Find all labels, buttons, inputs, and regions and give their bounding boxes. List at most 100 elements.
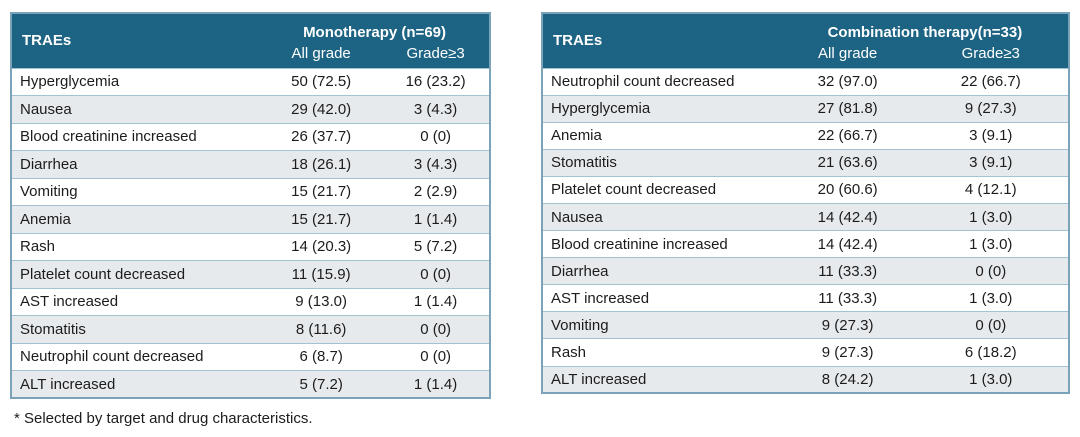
table-row: Neutrophil count decreased 32 (97.0) 22 … [542,67,1069,96]
monotherapy-table-body: Hyperglycemia 50 (72.5) 16 (23.2) Nausea… [11,67,490,398]
trae-label: Hyperglycemia [542,94,782,123]
monotherapy-table-header: TRAEs Monotherapy (n=69) All grade Grade… [11,13,490,68]
all-grade-value: 15 (21.7) [260,177,383,206]
grade-ge3-column-header: Grade≥3 [382,43,490,68]
trae-label: Platelet count decreased [542,175,782,204]
monotherapy-group-header: Monotherapy (n=69) [260,13,490,43]
trae-label: Stomatitis [11,315,261,343]
table-row: Stomatitis 8 (11.6) 0 (0) [11,315,490,343]
trae-label: Stomatitis [542,148,782,177]
grade-ge3-value: 3 (9.1) [913,148,1069,177]
traes-column-header: TRAEs [542,13,782,68]
grade-ge3-value: 1 (1.4) [382,205,490,233]
trae-label: Neutrophil count decreased [11,342,261,371]
grade-ge3-value: 4 (12.1) [913,175,1069,204]
all-grade-value: 9 (27.3) [781,311,914,339]
trae-label: Diarrhea [542,257,782,285]
trae-label: Diarrhea [11,150,261,178]
table-row: Diarrhea 18 (26.1) 3 (4.3) [11,150,490,178]
table-row: Hyperglycemia 50 (72.5) 16 (23.2) [11,67,490,96]
grade-ge3-value: 5 (7.2) [382,232,490,261]
monotherapy-table: TRAEs Monotherapy (n=69) All grade Grade… [10,12,491,399]
table-row: Stomatitis 21 (63.6) 3 (9.1) [542,148,1069,177]
all-grade-value: 14 (42.4) [781,230,914,258]
combination-therapy-table: TRAEs Combination therapy(n=33) All grad… [541,12,1070,395]
all-grade-value: 8 (11.6) [260,315,383,343]
all-grade-value: 14 (42.4) [781,202,914,231]
grade-ge3-value: 22 (66.7) [913,67,1069,96]
grade-ge3-value: 0 (0) [382,260,490,288]
traes-column-header: TRAEs [11,13,261,68]
grade-ge3-column-header: Grade≥3 [913,43,1069,68]
all-grade-value: 14 (20.3) [260,232,383,261]
all-grade-value: 22 (66.7) [781,121,914,150]
all-grade-value: 50 (72.5) [260,67,383,96]
table-row: Neutrophil count decreased 6 (8.7) 0 (0) [11,342,490,371]
trae-label: Anemia [542,121,782,150]
trae-label: Vomiting [11,177,261,206]
trae-label: Nausea [542,202,782,231]
all-grade-value: 6 (8.7) [260,342,383,371]
table-row: AST increased 11 (33.3) 1 (3.0) [542,284,1069,312]
all-grade-value: 20 (60.6) [781,175,914,204]
grade-ge3-value: 16 (23.2) [382,67,490,96]
trae-label: ALT increased [11,370,261,398]
all-grade-value: 11 (33.3) [781,257,914,285]
all-grade-value: 11 (33.3) [781,284,914,312]
table-row: Hyperglycemia 27 (81.8) 9 (27.3) [542,94,1069,123]
grade-ge3-value: 1 (3.0) [913,284,1069,312]
trae-label: Neutrophil count decreased [542,67,782,96]
grade-ge3-value: 1 (1.4) [382,287,490,316]
trae-label: AST increased [542,284,782,312]
trae-label: Platelet count decreased [11,260,261,288]
trae-label: Hyperglycemia [11,67,261,96]
combination-table-header: TRAEs Combination therapy(n=33) All grad… [542,13,1069,68]
table-row: Anemia 22 (66.7) 3 (9.1) [542,121,1069,150]
table-row: ALT increased 5 (7.2) 1 (1.4) [11,370,490,398]
table-row: Vomiting 9 (27.3) 0 (0) [542,311,1069,339]
table-row: AST increased 9 (13.0) 1 (1.4) [11,287,490,316]
table-row: Platelet count decreased 11 (15.9) 0 (0) [11,260,490,288]
all-grade-value: 11 (15.9) [260,260,383,288]
table-row: Nausea 29 (42.0) 3 (4.3) [11,95,490,123]
all-grade-value: 9 (13.0) [260,287,383,316]
grade-ge3-value: 3 (4.3) [382,95,490,123]
table-row: Rash 14 (20.3) 5 (7.2) [11,232,490,261]
trae-label: Anemia [11,205,261,233]
grade-ge3-value: 0 (0) [382,342,490,371]
trae-label: Rash [542,338,782,367]
trae-label: Blood creatinine increased [542,230,782,258]
table-row: Diarrhea 11 (33.3) 0 (0) [542,257,1069,285]
grade-ge3-value: 6 (18.2) [913,338,1069,367]
trae-label: ALT increased [542,365,782,394]
trae-label: Vomiting [542,311,782,339]
grade-ge3-value: 1 (3.0) [913,202,1069,231]
grade-ge3-value: 0 (0) [382,122,490,151]
grade-ge3-value: 1 (3.0) [913,230,1069,258]
all-grade-value: 5 (7.2) [260,370,383,398]
table-row: Blood creatinine increased 26 (37.7) 0 (… [11,122,490,151]
trae-label: Blood creatinine increased [11,122,261,151]
grade-ge3-value: 0 (0) [382,315,490,343]
all-grade-value: 21 (63.6) [781,148,914,177]
grade-ge3-value: 0 (0) [913,311,1069,339]
combination-group-header: Combination therapy(n=33) [781,13,1069,43]
table-row: Nausea 14 (42.4) 1 (3.0) [542,202,1069,231]
table-row: Blood creatinine increased 14 (42.4) 1 (… [542,230,1069,258]
trae-label: Nausea [11,95,261,123]
monotherapy-table-grid: TRAEs Monotherapy (n=69) All grade Grade… [10,12,491,399]
grade-ge3-value: 3 (4.3) [382,150,490,178]
table-row: Platelet count decreased 20 (60.6) 4 (12… [542,175,1069,204]
all-grade-value: 26 (37.7) [260,122,383,151]
grade-ge3-value: 1 (1.4) [382,370,490,398]
grade-ge3-value: 1 (3.0) [913,365,1069,394]
trae-label: Rash [11,232,261,261]
all-grade-column-header: All grade [260,43,383,68]
all-grade-value: 9 (27.3) [781,338,914,367]
footnote: * Selected by target and drug characteri… [14,410,313,427]
table-row: Anemia 15 (21.7) 1 (1.4) [11,205,490,233]
grade-ge3-value: 2 (2.9) [382,177,490,206]
grade-ge3-value: 9 (27.3) [913,94,1069,123]
all-grade-value: 18 (26.1) [260,150,383,178]
